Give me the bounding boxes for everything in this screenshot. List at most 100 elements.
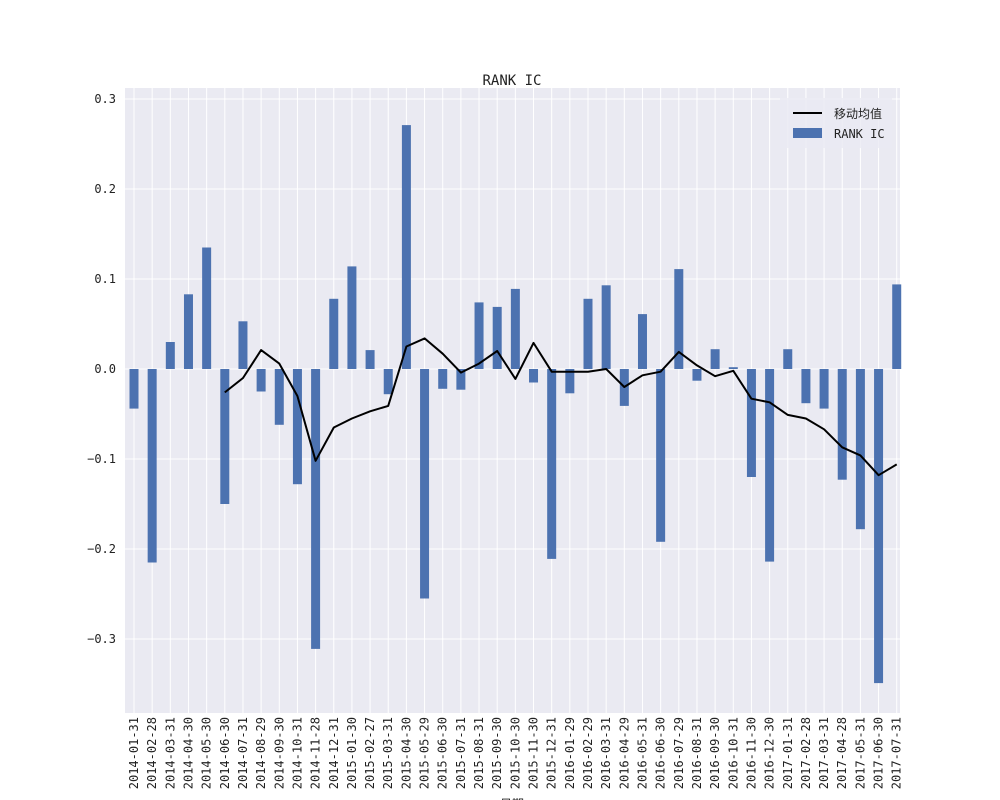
chart-title: RANK IC bbox=[482, 73, 541, 89]
x-tick-label: 2017-01-31 bbox=[781, 717, 795, 789]
y-tick-label: −0.3 bbox=[87, 632, 116, 646]
bar bbox=[274, 369, 284, 425]
bar bbox=[438, 369, 448, 389]
bar bbox=[420, 369, 430, 599]
x-tick-label: 2014-09-30 bbox=[272, 717, 286, 789]
bar bbox=[565, 369, 575, 394]
bar bbox=[456, 369, 466, 390]
x-tick-label: 2015-07-31 bbox=[454, 717, 468, 789]
x-tick-label: 2017-05-31 bbox=[853, 717, 867, 789]
bar bbox=[165, 342, 175, 369]
x-tick-label: 2014-06-30 bbox=[218, 717, 232, 789]
x-tick-label: 2016-02-29 bbox=[581, 717, 595, 789]
bar bbox=[238, 321, 248, 369]
bar bbox=[474, 302, 484, 369]
bar bbox=[365, 350, 375, 369]
bar bbox=[183, 294, 193, 369]
x-tick-label: 2016-08-31 bbox=[690, 717, 704, 789]
bar bbox=[892, 284, 902, 369]
bar bbox=[202, 247, 212, 369]
legend-line-label: 移动均值 bbox=[834, 106, 882, 121]
x-tick-label: 2016-05-31 bbox=[635, 717, 649, 789]
x-tick-label: 2014-10-31 bbox=[290, 717, 304, 789]
y-axis: −0.3 −0.2 −0.1 0.0 0.1 0.2 0.3 bbox=[87, 92, 116, 646]
moving-average-line bbox=[224, 337, 898, 477]
x-tick-label: 2016-12-30 bbox=[763, 717, 777, 789]
y-tick-label: 0.1 bbox=[94, 272, 116, 286]
bar bbox=[874, 369, 884, 684]
bar bbox=[292, 369, 302, 485]
y-tick-label: −0.1 bbox=[87, 452, 116, 466]
x-tick-label: 2016-09-30 bbox=[708, 717, 722, 789]
y-tick-label: 0.0 bbox=[94, 362, 116, 376]
bar bbox=[783, 349, 793, 369]
y-tick-label: 0.2 bbox=[94, 182, 116, 196]
bar bbox=[529, 369, 539, 383]
bar bbox=[383, 369, 393, 395]
x-axis: 2014-01-31 2014-02-28 2014-03-31 2014-04-30… bbox=[127, 717, 904, 789]
x-tick-label: 2014-04-30 bbox=[181, 717, 195, 789]
x-tick-label: 2015-03-31 bbox=[381, 717, 395, 789]
bar bbox=[656, 369, 666, 542]
bar bbox=[510, 288, 520, 369]
bar-series bbox=[129, 125, 902, 684]
x-tick-label: 2016-03-31 bbox=[599, 717, 613, 789]
bar bbox=[347, 266, 357, 369]
x-tick-label: 2015-04-30 bbox=[399, 717, 413, 789]
legend-bar-label: RANK IC bbox=[834, 127, 885, 141]
bar bbox=[819, 369, 829, 409]
x-axis-label: 日期 bbox=[500, 797, 524, 800]
bar bbox=[728, 367, 738, 369]
x-tick-label: 2014-08-29 bbox=[254, 717, 268, 789]
bar bbox=[637, 314, 647, 369]
x-tick-label: 2015-02-27 bbox=[363, 717, 377, 789]
x-tick-label: 2016-07-29 bbox=[672, 717, 686, 789]
bar bbox=[547, 369, 557, 559]
bar bbox=[256, 369, 266, 392]
x-tick-label: 2014-02-28 bbox=[145, 717, 159, 789]
legend-bar-swatch bbox=[793, 128, 822, 138]
y-tick-label: 0.3 bbox=[94, 92, 116, 106]
y-tick-label: −0.2 bbox=[87, 542, 116, 556]
bar bbox=[329, 298, 339, 369]
x-tick-label: 2015-12-31 bbox=[545, 717, 559, 789]
bar bbox=[401, 125, 411, 369]
x-tick-label: 2017-06-30 bbox=[872, 717, 886, 789]
x-tick-label: 2015-06-30 bbox=[436, 717, 450, 789]
x-tick-label: 2016-11-30 bbox=[744, 717, 758, 789]
bar bbox=[855, 369, 865, 530]
x-tick-label: 2017-07-31 bbox=[890, 717, 904, 789]
bar bbox=[492, 306, 502, 369]
bar bbox=[147, 369, 157, 563]
x-tick-label: 2016-06-30 bbox=[654, 717, 668, 789]
x-tick-label: 2015-05-29 bbox=[418, 717, 432, 789]
bar bbox=[837, 369, 847, 480]
x-tick-label: 2017-03-31 bbox=[817, 717, 831, 789]
x-tick-label: 2017-04-28 bbox=[835, 717, 849, 789]
x-tick-label: 2014-11-28 bbox=[309, 717, 323, 789]
bar bbox=[674, 269, 684, 369]
bar bbox=[129, 369, 139, 409]
bar bbox=[692, 369, 702, 381]
x-tick-label: 2014-12-31 bbox=[327, 717, 341, 789]
x-tick-label: 2015-01-30 bbox=[345, 717, 359, 789]
bar bbox=[601, 285, 611, 369]
bar bbox=[311, 369, 321, 649]
x-tick-label: 2014-01-31 bbox=[127, 717, 141, 789]
legend: 移动均值 RANK IC bbox=[780, 98, 892, 148]
bar bbox=[746, 369, 756, 477]
x-tick-label: 2014-07-31 bbox=[236, 717, 250, 789]
line-series bbox=[224, 337, 898, 477]
x-tick-label: 2016-01-29 bbox=[563, 717, 577, 789]
legend-box bbox=[780, 98, 892, 148]
x-tick-label: 2016-10-31 bbox=[726, 717, 740, 789]
x-tick-label: 2015-08-31 bbox=[472, 717, 486, 789]
bar bbox=[710, 349, 720, 369]
bar bbox=[220, 369, 230, 504]
x-tick-label: 2015-09-30 bbox=[490, 717, 504, 789]
x-tick-label: 2015-11-30 bbox=[527, 717, 541, 789]
x-tick-label: 2016-04-29 bbox=[617, 717, 631, 789]
x-tick-label: 2014-05-30 bbox=[200, 717, 214, 789]
plot-background bbox=[125, 88, 900, 713]
